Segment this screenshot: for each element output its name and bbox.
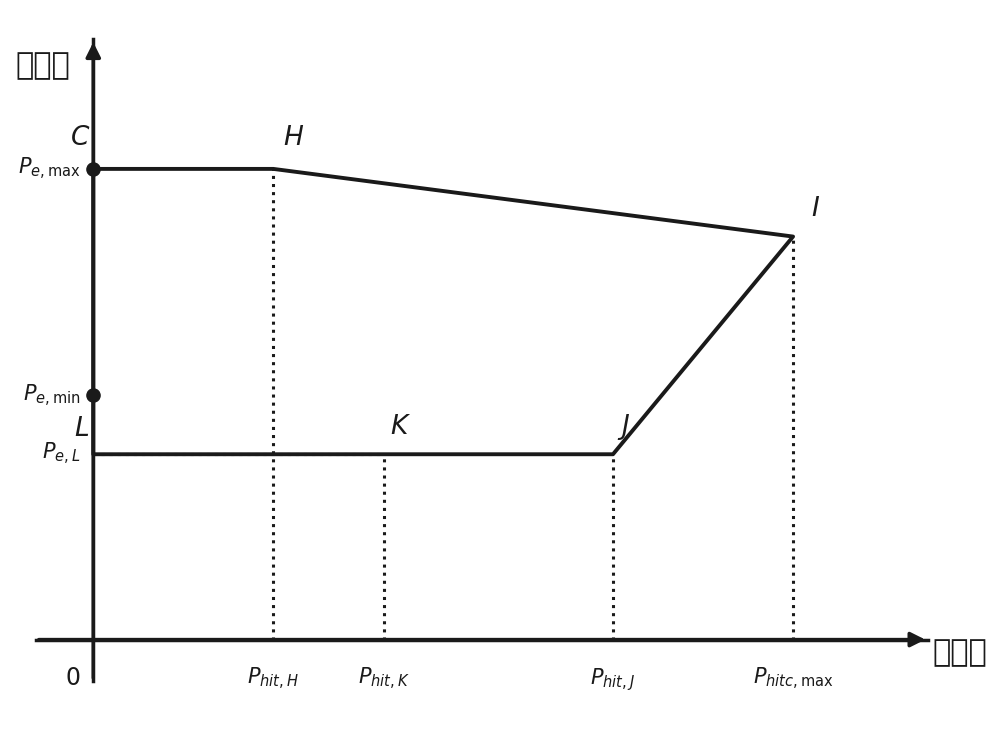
Text: 电功率: 电功率 [16,51,70,81]
Text: $P_{e,\mathrm{min}}$: $P_{e,\mathrm{min}}$ [23,382,80,408]
Text: $P_{e,L}$: $P_{e,L}$ [42,441,80,467]
Point [85,389,101,401]
Text: $P_{hit,J}$: $P_{hit,J}$ [590,666,636,693]
Text: $P_{hit,K}$: $P_{hit,K}$ [358,666,410,692]
Text: 0: 0 [65,666,80,690]
Text: K: K [390,414,408,439]
Text: 热功率: 热功率 [932,638,987,667]
Text: H: H [283,125,303,152]
Text: L: L [74,417,89,442]
Point [85,163,101,175]
Text: $P_{hit,H}$: $P_{hit,H}$ [247,666,299,692]
Text: C: C [71,125,89,152]
Text: $P_{hitc,\mathrm{max}}$: $P_{hitc,\mathrm{max}}$ [753,666,833,692]
Text: I: I [811,196,819,222]
Text: $P_{e,\mathrm{max}}$: $P_{e,\mathrm{max}}$ [18,156,80,182]
Text: J: J [621,414,629,439]
